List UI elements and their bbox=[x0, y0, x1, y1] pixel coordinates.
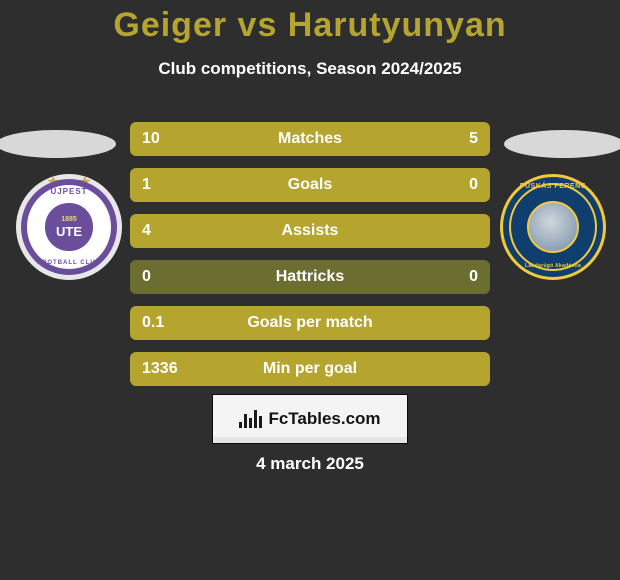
bars-icon bbox=[239, 410, 262, 428]
decorative-ellipse-right bbox=[504, 130, 620, 158]
badge-outer: PUSKÁS FERENC Labdarúgó Akadémia bbox=[500, 174, 606, 280]
date-label: 4 march 2025 bbox=[0, 454, 620, 474]
stat-row: 1336Min per goal bbox=[130, 352, 490, 386]
stat-label: Matches bbox=[130, 122, 490, 156]
stat-label: Min per goal bbox=[130, 352, 490, 386]
stat-label: Goals bbox=[130, 168, 490, 202]
badge-portrait bbox=[527, 201, 579, 253]
comparison-card: Geiger vs Harutyunyan Club competitions,… bbox=[0, 0, 620, 580]
decorative-ellipse-left bbox=[0, 130, 116, 158]
badge-ring bbox=[509, 183, 597, 271]
stat-row: 105Matches bbox=[130, 122, 490, 156]
stat-row: 4Assists bbox=[130, 214, 490, 248]
badge-top-text: ÚJPEST bbox=[27, 187, 111, 196]
subtitle: Club competitions, Season 2024/2025 bbox=[0, 59, 620, 79]
stat-row: 00Hattricks bbox=[130, 260, 490, 294]
badge-ring: ÚJPEST 1885 UTE FOOTBALL CLUB bbox=[21, 179, 117, 275]
badge-bottom-text: FOOTBALL CLUB bbox=[27, 260, 111, 266]
badge-inner: 1885 UTE bbox=[45, 203, 92, 250]
page-title: Geiger vs Harutyunyan bbox=[0, 0, 620, 45]
stat-label: Assists bbox=[130, 214, 490, 248]
badge-outer: ÚJPEST 1885 UTE FOOTBALL CLUB bbox=[16, 174, 122, 280]
source-label: FcTables.com bbox=[268, 409, 380, 429]
stat-row: 10Goals bbox=[130, 168, 490, 202]
badge-year: 1885 bbox=[61, 216, 77, 223]
stat-label: Goals per match bbox=[130, 306, 490, 340]
right-club-badge: PUSKÁS FERENC Labdarúgó Akadémia bbox=[500, 174, 606, 280]
source-badge: FcTables.com bbox=[212, 394, 408, 444]
badge-bottom-text: Labdarúgó Akadémia bbox=[503, 263, 603, 269]
stat-label: Hattricks bbox=[130, 260, 490, 294]
stat-row: 0.1Goals per match bbox=[130, 306, 490, 340]
left-club-badge: ★ ★ ÚJPEST 1885 UTE FOOTBALL CLUB bbox=[16, 174, 122, 280]
stats-block: 105Matches 10Goals 4Assists 00Hattricks 0.1G… bbox=[130, 122, 490, 398]
badge-top-text: PUSKÁS FERENC bbox=[503, 183, 603, 190]
badge-initials: UTE bbox=[56, 225, 82, 238]
